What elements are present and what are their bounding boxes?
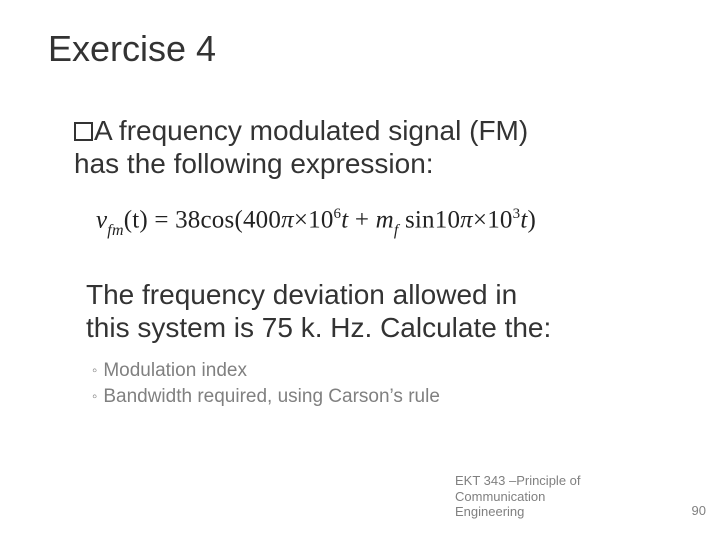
intro-line-1: A frequency modulated signal (FM) — [94, 115, 528, 146]
question-line-2: this system is 75 k. Hz. Calculate the: — [86, 312, 551, 343]
list-item: ◦ Modulation index — [92, 358, 702, 384]
question-line-1: The frequency deviation allowed in — [86, 279, 517, 310]
footer-line-1: EKT 343 –Principle of Communication — [455, 473, 581, 504]
circle-bullet-icon: ◦ — [92, 387, 97, 407]
subitem-label: Modulation index — [103, 360, 247, 381]
question-text: The frequency deviation allowed in this … — [86, 278, 702, 344]
square-bullet-icon — [74, 122, 93, 141]
footer-text: EKT 343 –Principle of Communication Engi… — [455, 473, 665, 520]
footer-line-2: Engineering — [455, 504, 524, 519]
page-number: 90 — [692, 503, 706, 518]
subitem-label: Bandwidth required, using Carson’s rule — [103, 386, 440, 407]
intro-line-2: has the following expression: — [74, 148, 434, 179]
subitem-list: ◦ Modulation index ◦ Bandwidth required, u… — [92, 358, 702, 409]
list-item: ◦ Bandwidth required, using Carson’s rule — [92, 384, 702, 410]
slide-title: Exercise 4 — [48, 28, 702, 70]
intro-text: A frequency modulated signal (FM) has th… — [74, 114, 702, 180]
formula-expression: vfm(t) = 38cos(400π×106t + mf sin10π×103… — [96, 206, 702, 238]
circle-bullet-icon: ◦ — [92, 361, 97, 381]
